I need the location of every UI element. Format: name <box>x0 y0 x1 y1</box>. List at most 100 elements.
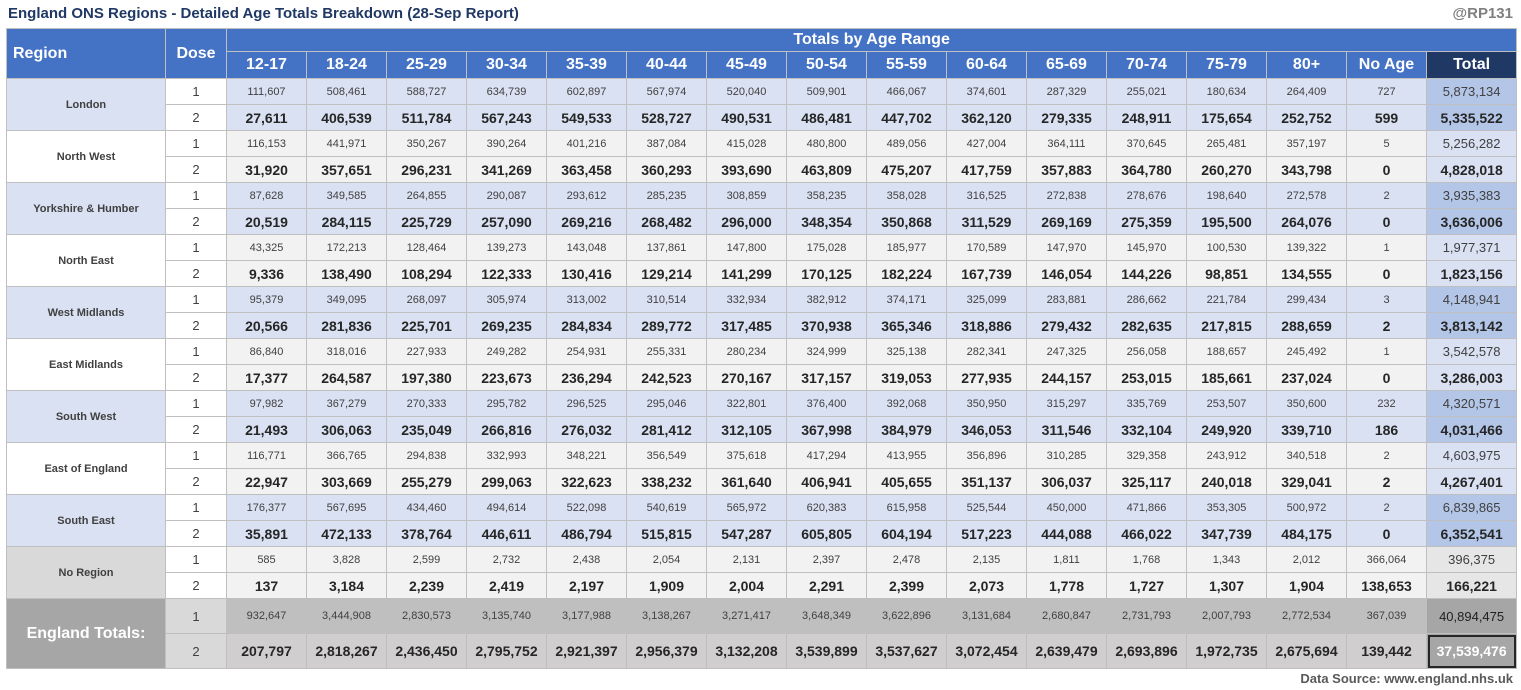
region-name: East of England <box>6 442 166 495</box>
age-value-cell: 1,904 <box>1266 572 1347 599</box>
age-column-header: No Age <box>1346 51 1427 79</box>
age-value-cell: 299,434 <box>1266 286 1347 313</box>
age-value-cell: 198,640 <box>1186 182 1267 209</box>
age-value-cell: 350,600 <box>1266 390 1347 417</box>
age-value-cell: 2,732 <box>466 546 547 573</box>
age-value-cell: 143,048 <box>546 234 627 261</box>
age-value-cell: 434,460 <box>386 494 467 521</box>
age-value-cell: 264,855 <box>386 182 467 209</box>
age-value-cell: 295,782 <box>466 390 547 417</box>
age-value-cell: 332,104 <box>1106 416 1187 443</box>
age-value-cell: 2 <box>1346 312 1427 339</box>
age-value-cell: 446,611 <box>466 520 547 547</box>
age-value-cell: 98,851 <box>1186 260 1267 287</box>
age-value-cell: 599 <box>1346 104 1427 131</box>
row-total-cell: 6,839,865 <box>1425 494 1518 521</box>
dose-number: 1 <box>165 286 227 313</box>
age-value-cell: 324,999 <box>786 338 867 365</box>
age-value-cell: 5 <box>1346 130 1427 157</box>
age-value-cell: 305,974 <box>466 286 547 313</box>
age-value-cell: 3,177,988 <box>546 598 627 634</box>
age-value-cell: 257,090 <box>466 208 547 235</box>
age-value-cell: 268,482 <box>626 208 707 235</box>
age-value-cell: 176,377 <box>226 494 307 521</box>
table-row: South West 1 97,982 367,279 270,333 295,782 29… <box>6 390 1518 443</box>
age-value-cell: 9,336 <box>226 260 307 287</box>
table-row: 2 22,947 303,669 255,279 299,063 322,623 338,2… <box>7 468 1518 495</box>
age-value-cell: 406,539 <box>306 104 387 131</box>
age-value-cell: 247,325 <box>1026 338 1107 365</box>
table-row: North West 1 116,153 441,971 350,267 390,264 4… <box>6 130 1518 183</box>
region-name: London <box>6 78 166 131</box>
age-value-cell: 223,673 <box>466 364 547 391</box>
age-value-cell: 285,235 <box>626 182 707 209</box>
age-value-cell: 17,377 <box>226 364 307 391</box>
region-header: Region <box>6 28 166 79</box>
age-value-cell: 3,537,627 <box>866 633 947 669</box>
age-column-header: 35-39 <box>546 51 627 79</box>
age-value-cell: 567,974 <box>626 78 707 105</box>
region-name: No Region <box>6 546 166 599</box>
age-value-cell: 417,294 <box>786 442 867 469</box>
row-total-cell: 3,813,142 <box>1425 312 1518 339</box>
age-value-cell: 1,778 <box>1026 572 1107 599</box>
age-value-cell: 511,784 <box>386 104 467 131</box>
age-value-cell: 366,064 <box>1346 546 1427 573</box>
age-value-cell: 2,921,397 <box>546 633 627 669</box>
age-value-cell: 387,084 <box>626 130 707 157</box>
age-value-cell: 417,759 <box>946 156 1027 183</box>
dose-number: 1 <box>165 130 227 157</box>
age-column-header: 25-29 <box>386 51 467 79</box>
age-value-cell: 1,768 <box>1106 546 1187 573</box>
age-value-cell: 122,333 <box>466 260 547 287</box>
age-value-cell: 2,419 <box>466 572 547 599</box>
age-column-header: 70-74 <box>1106 51 1187 79</box>
age-value-cell: 108,294 <box>386 260 467 287</box>
age-value-cell: 370,645 <box>1106 130 1187 157</box>
dose-number: 2 <box>165 312 227 339</box>
age-value-cell: 242,523 <box>626 364 707 391</box>
age-value-cell: 413,955 <box>866 442 947 469</box>
title-bar: England ONS Regions - Detailed Age Total… <box>0 0 1521 28</box>
dose-number: 1 <box>165 338 227 365</box>
age-value-cell: 312,105 <box>706 416 787 443</box>
author-handle: @RP131 <box>1452 5 1514 22</box>
age-value-cell: 329,358 <box>1106 442 1187 469</box>
age-value-cell: 264,409 <box>1266 78 1347 105</box>
age-value-cell: 322,801 <box>706 390 787 417</box>
age-value-cell: 254,931 <box>546 338 627 365</box>
table-row: 2 20,566 281,836 225,701 269,235 284,834 289,7… <box>7 312 1518 339</box>
age-value-cell: 221,784 <box>1186 286 1267 313</box>
age-value-cell: 384,979 <box>866 416 947 443</box>
age-value-cell: 2,054 <box>626 546 707 573</box>
table-row: London 1 111,607 508,461 588,727 634,739 602,8… <box>6 78 1518 131</box>
age-value-cell: 547,287 <box>706 520 787 547</box>
age-value-cell: 540,619 <box>626 494 707 521</box>
age-value-cell: 317,157 <box>786 364 867 391</box>
age-value-cell: 100,530 <box>1186 234 1267 261</box>
age-value-cell: 3,184 <box>306 572 387 599</box>
age-value-cell: 249,920 <box>1186 416 1267 443</box>
age-value-cell: 3,539,899 <box>786 633 867 669</box>
age-value-cell: 2,012 <box>1266 546 1347 573</box>
age-value-cell: 339,710 <box>1266 416 1347 443</box>
age-value-cell: 2,795,752 <box>466 633 547 669</box>
age-value-cell: 276,032 <box>546 416 627 443</box>
age-value-cell: 253,015 <box>1106 364 1187 391</box>
age-value-cell: 27,611 <box>226 104 307 131</box>
age-value-cell: 197,380 <box>386 364 467 391</box>
age-value-cell: 288,659 <box>1266 312 1347 339</box>
age-value-cell: 269,235 <box>466 312 547 339</box>
age-value-cell: 265,481 <box>1186 130 1267 157</box>
age-value-cell: 252,752 <box>1266 104 1347 131</box>
row-total-cell: 1,823,156 <box>1425 260 1518 287</box>
age-value-cell: 406,941 <box>786 468 867 495</box>
age-value-cell: 310,285 <box>1026 442 1107 469</box>
age-value-cell: 299,063 <box>466 468 547 495</box>
age-value-cell: 3 <box>1346 286 1427 313</box>
age-value-cell: 289,772 <box>626 312 707 339</box>
age-value-cell: 244,157 <box>1026 364 1107 391</box>
age-value-cell: 367,279 <box>306 390 387 417</box>
age-value-cell: 137,861 <box>626 234 707 261</box>
age-column-header: 30-34 <box>466 51 547 79</box>
